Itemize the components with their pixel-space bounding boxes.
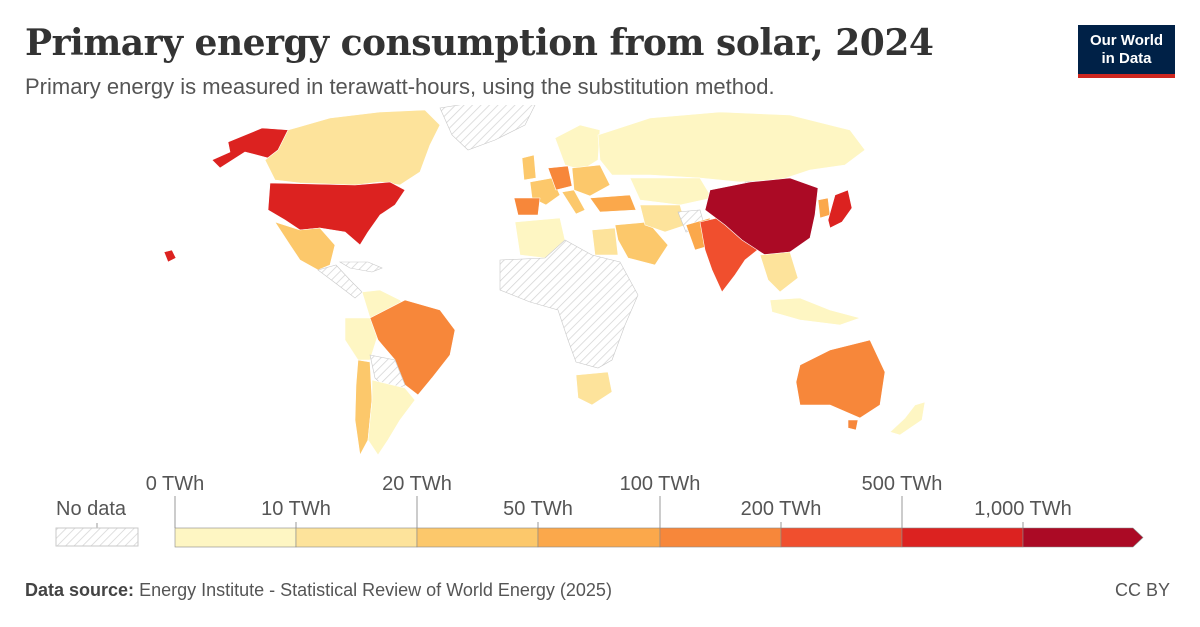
- country-turkey[interactable]: [589, 194, 637, 213]
- country-iran[interactable]: [639, 204, 687, 233]
- legend-tick-500: 500 TWh: [862, 473, 943, 495]
- legend-bin-20-50[interactable]: [416, 527, 539, 548]
- legend-tick-0: 0 TWh: [146, 473, 205, 495]
- legend-tick-20: 20 TWh: [382, 473, 452, 495]
- country-usa[interactable]: [267, 181, 406, 246]
- logo-line-1: Our World: [1089, 31, 1164, 49]
- legend-bin-200-500[interactable]: [780, 527, 903, 548]
- legend-bin-10-20[interactable]: [295, 527, 418, 548]
- legend-bin-0-10[interactable]: [174, 527, 297, 548]
- legend-tick-200: 200 TWh: [741, 498, 822, 520]
- country-mexico[interactable]: [274, 221, 336, 271]
- legend-tick-10: 10 TWh: [261, 498, 331, 520]
- country-italy[interactable]: [561, 189, 586, 215]
- country-korea[interactable]: [817, 197, 831, 219]
- chart-title: Primary energy consumption from solar, 2…: [25, 22, 934, 64]
- country-norway-sweden-finland[interactable]: [554, 124, 601, 171]
- country-china[interactable]: [704, 177, 819, 256]
- country-japan[interactable]: [827, 189, 853, 229]
- license-link[interactable]: CC BY: [1114, 580, 1170, 600]
- country-argentina[interactable]: [367, 379, 416, 456]
- legend-tick-100: 100 TWh: [620, 473, 701, 495]
- owid-logo[interactable]: Our World in Data: [1078, 25, 1175, 78]
- country-alaska[interactable]: [211, 127, 291, 176]
- country-kazakhstan[interactable]: [629, 177, 713, 206]
- country-southeast-asia[interactable]: [759, 251, 799, 293]
- data-source: Data source: Energy Institute - Statisti…: [25, 580, 612, 601]
- country-chile[interactable]: [354, 359, 373, 456]
- legend-color-bins: [174, 527, 1144, 548]
- legend-bin-50-100[interactable]: [537, 527, 661, 548]
- country-egypt[interactable]: [591, 227, 619, 256]
- country-poland-eastern-europe[interactable]: [571, 164, 611, 197]
- data-source-text[interactable]: Energy Institute - Statistical Review of…: [139, 580, 612, 600]
- legend-bin-500-1000[interactable]: [901, 527, 1024, 548]
- country-greenland[interactable]: [439, 105, 536, 151]
- country-germany[interactable]: [547, 165, 573, 191]
- legend-no-data-label: No data: [56, 498, 127, 520]
- country-hawaii[interactable]: [163, 249, 177, 263]
- country-new-zealand[interactable]: [889, 401, 926, 436]
- legend-bin-100-200[interactable]: [659, 527, 782, 548]
- legend-bin-1000-plus[interactable]: [1022, 527, 1144, 548]
- color-legend: No data 0 TWh 20 TWh 100 TWh 500 TWh 10 …: [55, 473, 1144, 548]
- country-spain[interactable]: [513, 197, 541, 216]
- country-russia[interactable]: [597, 111, 866, 183]
- country-australia[interactable]: [795, 339, 886, 419]
- world-map: [163, 105, 926, 456]
- country-brazil[interactable]: [369, 299, 456, 396]
- region-central-africa[interactable]: [499, 239, 639, 369]
- chart-subtitle: Primary energy is measured in terawatt-h…: [25, 74, 775, 99]
- legend-tick-50: 50 TWh: [503, 498, 573, 520]
- logo-line-2: in Data: [1101, 49, 1152, 67]
- country-tasmania[interactable]: [847, 419, 859, 431]
- country-canada[interactable]: [264, 109, 441, 186]
- legend-tick-1000: 1,000 TWh: [974, 498, 1071, 520]
- country-uk[interactable]: [521, 154, 537, 181]
- country-south-africa[interactable]: [575, 371, 613, 406]
- data-source-label: Data source:: [25, 580, 135, 600]
- country-indonesia-philippines[interactable]: [769, 297, 861, 326]
- legend-no-data-swatch[interactable]: [55, 527, 139, 547]
- region-central-america[interactable]: [317, 264, 363, 299]
- region-caribbean[interactable]: [338, 261, 383, 273]
